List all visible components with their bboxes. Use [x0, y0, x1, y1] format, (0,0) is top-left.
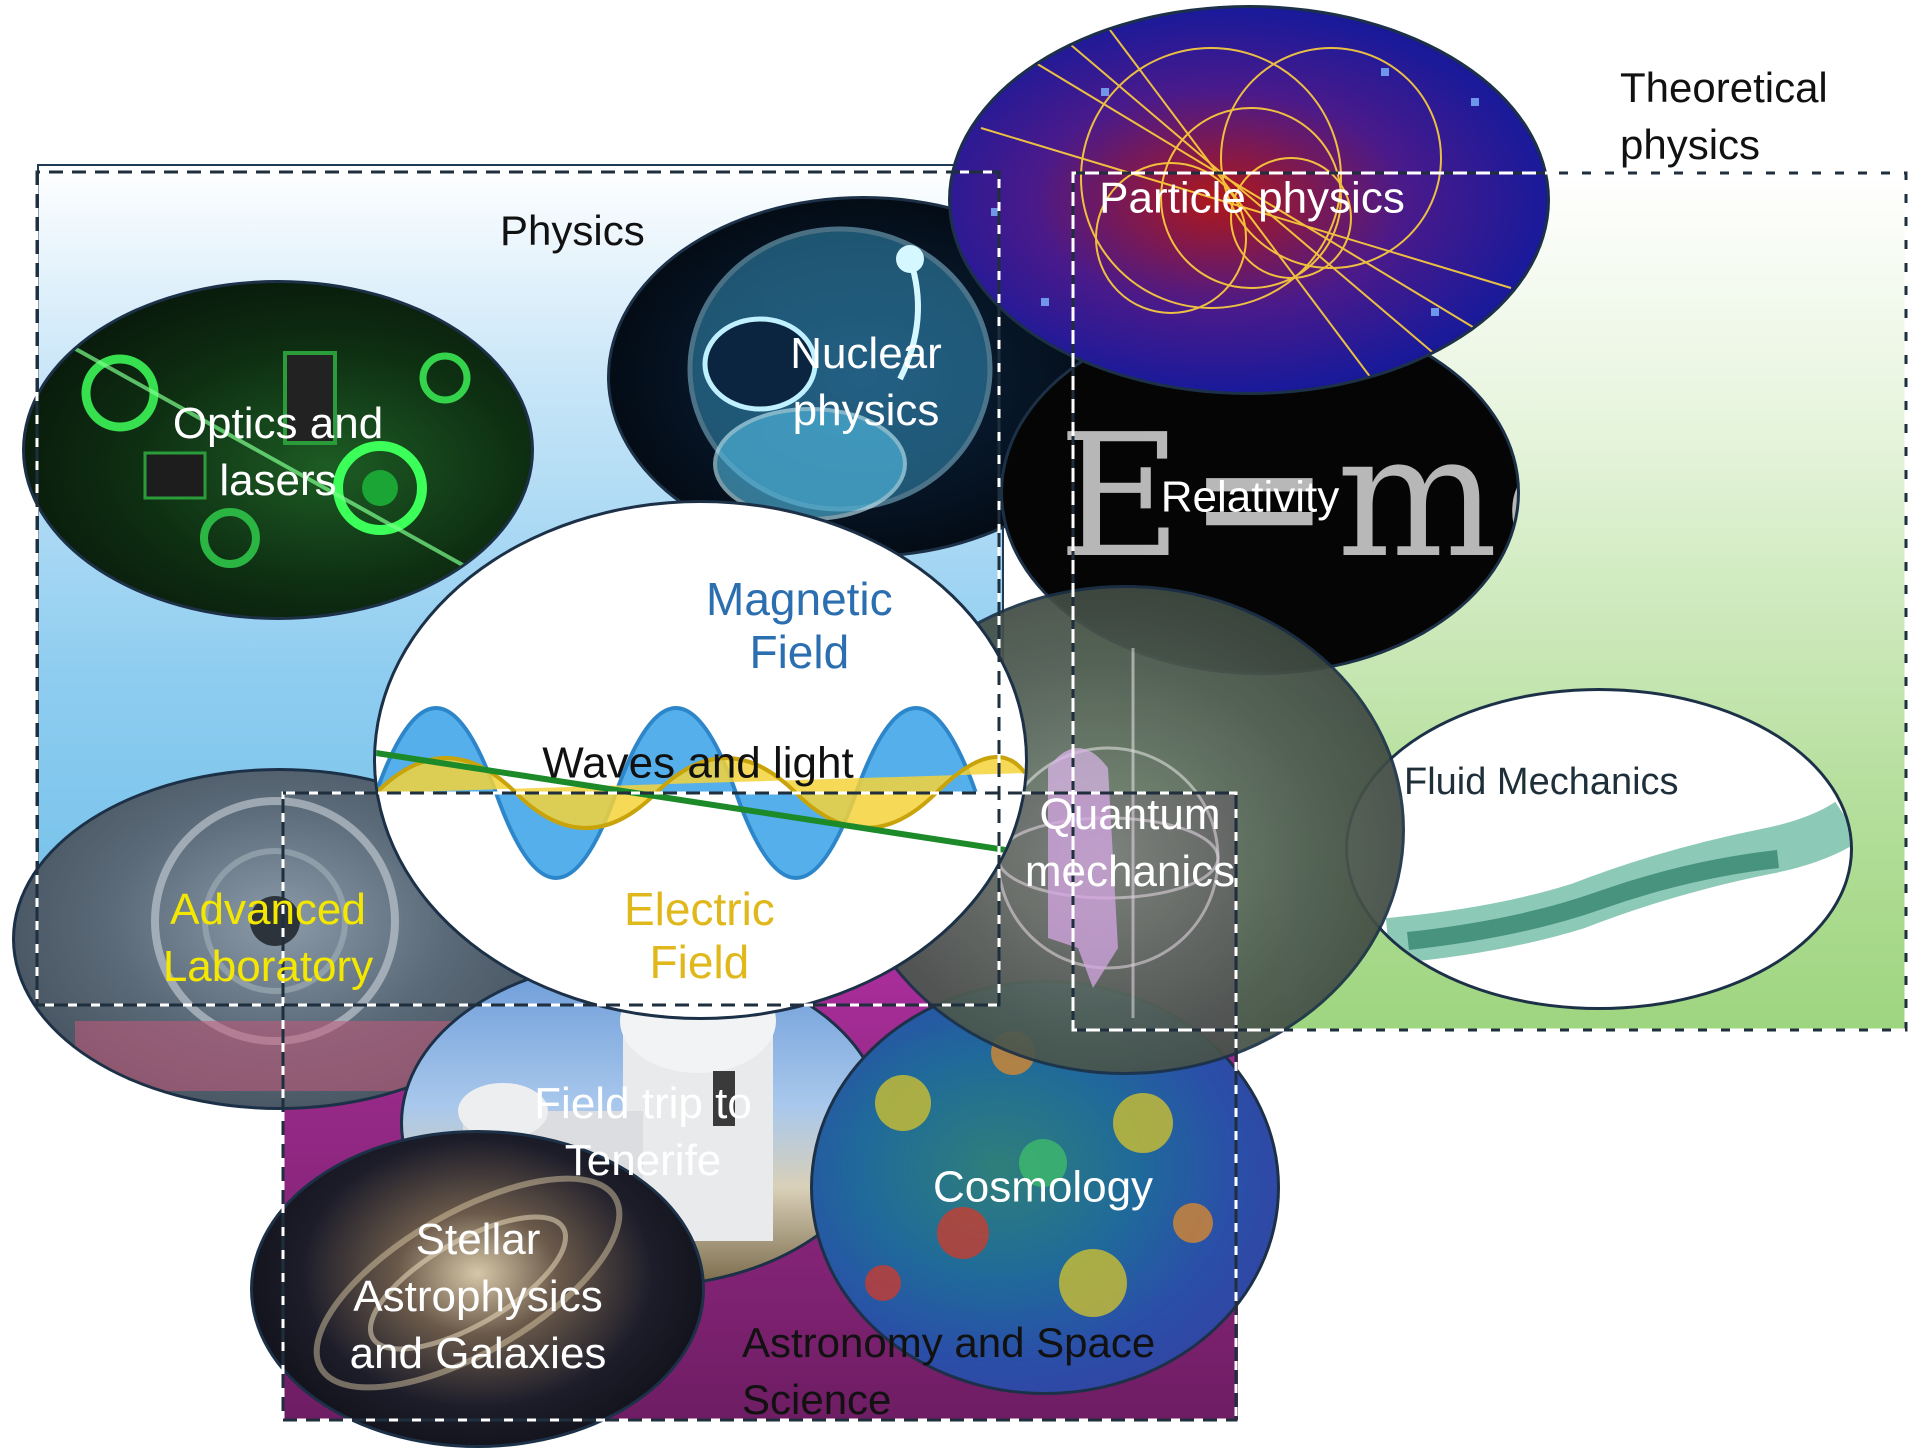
- waves-light-topic: Magnetic Field Electric Field: [373, 500, 1028, 1020]
- fluid-plume-image: [1385, 801, 1850, 964]
- quantum-mechanics-label: Quantum mechanics: [1024, 789, 1236, 896]
- particle-physics-topic: [948, 5, 1550, 395]
- astronomy-region-title: Astronomy and Space Science: [742, 1319, 1156, 1423]
- advanced-laboratory-label: Advanced Laboratory: [162, 884, 374, 991]
- astronomy-boundary-dark: [281, 791, 1238, 1422]
- theory-boundary-outer: [1071, 171, 1908, 1032]
- galaxy-image: [313, 1175, 623, 1391]
- electric-field-image-label: Electric Field: [624, 883, 775, 988]
- cosmology-label: Cosmology: [932, 1162, 1154, 1212]
- fluid-mechanics-image-title: Fluid Mechanics: [1404, 761, 1679, 803]
- magnetic-field-image-label: Magnetic Field: [706, 573, 893, 678]
- theory-boundary-inner: [1071, 171, 1908, 1032]
- particle-tracks-image: [980, 17, 1512, 379]
- optics-lasers-topic: [22, 280, 534, 620]
- theoretical-physics-region-title: Theoretical physics: [1620, 64, 1828, 168]
- physics-region-title: Physics: [500, 207, 645, 254]
- particle-physics-label: Particle physics: [1099, 173, 1405, 223]
- nuclear-physics-image: [687, 226, 993, 521]
- cmb-map-image: [865, 1031, 1213, 1317]
- stellar-astrophysics-topic: [250, 1130, 705, 1448]
- tenerife-trip-label: Field trip to Tenerife: [534, 1078, 752, 1185]
- fluid-mechanics-topic: Fluid Mechanics: [1345, 688, 1853, 1010]
- physics-boundary-dark: [35, 170, 1001, 1007]
- nuclear-physics-label: Nuclear physics: [790, 328, 942, 435]
- optics-lasers-image: [64, 341, 496, 585]
- optics-lasers-label: Optics and lasers: [172, 398, 384, 505]
- stellar-astrophysics-label: Stellar Astrophysics and Galaxies: [349, 1215, 607, 1379]
- waves-light-label: Waves and light: [542, 738, 854, 788]
- relativity-label: Relativity: [1160, 472, 1340, 522]
- emc2-chalk: E=mc²: [1058, 398, 1517, 596]
